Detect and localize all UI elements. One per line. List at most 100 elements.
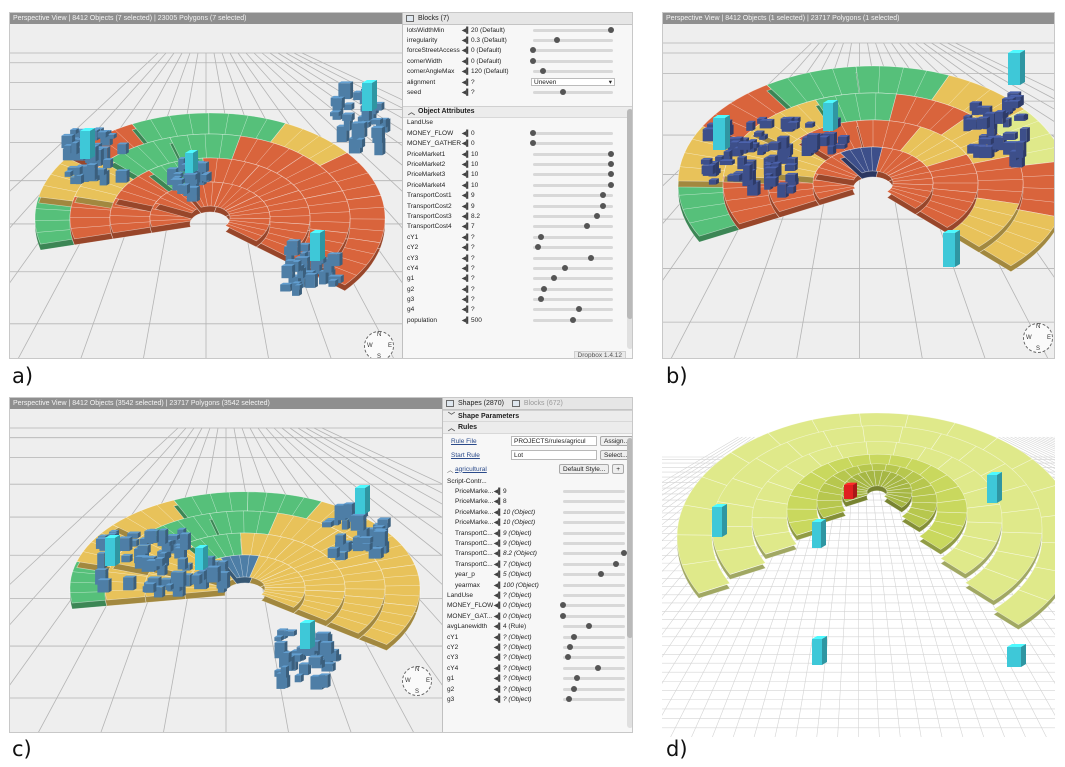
slider-handle[interactable] <box>550 275 557 282</box>
link-icon[interactable]: ◀▌ <box>461 130 471 137</box>
slider-handle[interactable] <box>598 571 605 578</box>
viewport-c[interactable]: Perspective View | 8412 Objects (3542 se… <box>10 398 442 732</box>
attribute-slider[interactable] <box>563 664 625 671</box>
link-icon[interactable]: ◀▌ <box>493 520 503 527</box>
attribute-slider[interactable] <box>563 583 625 587</box>
attribute-slider[interactable] <box>533 285 613 292</box>
slider-handle[interactable] <box>530 47 536 54</box>
rules-header[interactable]: ︿ Rules <box>443 422 632 434</box>
attribute-slider[interactable] <box>533 181 615 188</box>
slider-handle[interactable] <box>560 89 567 96</box>
slider-handle[interactable] <box>534 244 541 251</box>
attribute-slider[interactable] <box>533 171 615 178</box>
attribute-slider[interactable] <box>533 233 613 240</box>
scrollbar[interactable] <box>627 109 632 349</box>
slider-handle[interactable] <box>594 664 601 671</box>
seed-slider[interactable] <box>533 89 613 96</box>
link-icon[interactable]: ◀▌ <box>493 489 503 496</box>
attribute-value[interactable]: 9 <box>471 192 475 200</box>
alignment-row[interactable]: alignment ◀▌ ? Uneven ▾ <box>403 77 632 87</box>
slider-handle[interactable] <box>608 26 615 33</box>
slider-handle[interactable] <box>560 612 566 619</box>
link-icon[interactable]: ◀▌ <box>461 224 471 231</box>
link-icon[interactable]: ◀▌ <box>493 592 503 599</box>
attribute-slider[interactable] <box>533 223 613 230</box>
alignment-select[interactable]: Uneven ▾ <box>531 78 615 87</box>
attribute-value[interactable]: ? (Object) <box>503 654 532 662</box>
attribute-slider[interactable] <box>530 140 613 147</box>
slider-handle[interactable] <box>587 254 594 261</box>
attribute-value[interactable]: 0 (Object) <box>503 602 532 610</box>
attribute-value[interactable]: 10 <box>471 171 479 179</box>
link-icon[interactable]: ◀▌ <box>493 634 503 641</box>
attribute-slider[interactable] <box>533 275 613 282</box>
link-icon[interactable]: ◀▌ <box>461 307 471 314</box>
slider-handle[interactable] <box>573 675 580 682</box>
link-icon[interactable]: ◀▌ <box>461 245 471 252</box>
link-icon[interactable]: ◀▌ <box>461 234 471 241</box>
attribute-slider[interactable] <box>563 675 625 682</box>
slider-handle[interactable] <box>564 654 571 661</box>
attribute-slider[interactable] <box>560 612 625 619</box>
attribute-value[interactable]: 9 (Object) <box>503 540 532 548</box>
start-rule-link[interactable]: Start Rule <box>451 451 480 459</box>
attribute-slider[interactable] <box>563 685 625 692</box>
attribute-slider[interactable] <box>533 264 613 271</box>
link-icon[interactable]: ◀▌ <box>461 90 471 97</box>
slider-handle[interactable] <box>600 202 607 209</box>
add-button[interactable]: + <box>612 464 625 474</box>
attribute-value[interactable]: 120 (Default) <box>471 68 509 76</box>
attribute-value[interactable]: 8 <box>503 498 507 506</box>
attribute-value[interactable]: ? <box>471 233 475 241</box>
link-icon[interactable]: ◀▌ <box>493 551 503 558</box>
link-icon[interactable]: ◀▌ <box>461 255 471 262</box>
slider-handle[interactable] <box>613 560 620 567</box>
attribute-value[interactable]: 0 (Default) <box>471 57 502 65</box>
slider-handle[interactable] <box>584 223 591 230</box>
attribute-value[interactable]: ? <box>471 244 475 252</box>
scrollbar-thumb[interactable] <box>627 109 632 319</box>
attribute-value[interactable]: 500 <box>471 316 482 324</box>
attribute-value[interactable]: 8.2 <box>471 212 481 220</box>
attribute-slider[interactable] <box>563 695 625 702</box>
attribute-value[interactable]: 5 (Object) <box>503 571 532 579</box>
link-icon[interactable]: ◀▌ <box>493 541 503 548</box>
attribute-slider[interactable] <box>563 550 627 557</box>
link-icon[interactable]: ◀▌ <box>461 161 471 168</box>
slider-handle[interactable] <box>586 623 593 630</box>
attribute-value[interactable]: 10 (Object) <box>503 508 536 516</box>
tab-shapes[interactable]: Shapes (2870) <box>458 400 504 407</box>
link-icon[interactable]: ◀▌ <box>461 193 471 200</box>
viewport-a[interactable]: Perspective View | 8412 Objects (7 selec… <box>10 13 402 358</box>
slider-handle[interactable] <box>600 192 607 199</box>
attribute-slider[interactable] <box>563 654 625 661</box>
attribute-value[interactable]: ? <box>471 254 475 262</box>
link-icon[interactable]: ◀▌ <box>461 276 471 283</box>
attribute-slider[interactable] <box>533 202 613 209</box>
slider-handle[interactable] <box>530 57 536 64</box>
link-icon[interactable]: ◀▌ <box>461 203 471 210</box>
link-icon[interactable]: ◀▌ <box>461 79 471 86</box>
attribute-value[interactable]: ? (Object) <box>503 591 532 599</box>
attribute-value[interactable]: 9 <box>503 488 507 496</box>
attribute-value[interactable]: 0 <box>471 140 475 148</box>
attribute-value[interactable]: 4 (Rule) <box>503 623 527 631</box>
attribute-value[interactable]: 8.2 (Object) <box>503 550 537 558</box>
attribute-value[interactable]: ? (Object) <box>503 664 532 672</box>
attribute-slider[interactable] <box>533 150 615 157</box>
scrollbar[interactable] <box>627 438 632 728</box>
attribute-slider[interactable] <box>563 643 625 650</box>
slider-handle[interactable] <box>608 171 615 178</box>
slider-handle[interactable] <box>538 296 544 303</box>
attribute-value[interactable]: ? <box>471 275 475 283</box>
slider-handle[interactable] <box>608 150 615 157</box>
attribute-value[interactable]: ? (Object) <box>503 675 532 683</box>
attribute-slider[interactable] <box>563 542 625 546</box>
link-icon[interactable]: ◀▌ <box>461 172 471 179</box>
link-icon[interactable]: ◀▌ <box>493 696 503 703</box>
link-icon[interactable]: ◀▌ <box>493 613 503 620</box>
link-icon[interactable]: ◀▌ <box>493 572 503 579</box>
start-rule-field[interactable]: Lot <box>511 450 597 460</box>
attribute-value[interactable]: 7 <box>471 223 475 231</box>
attribute-value[interactable]: ? <box>471 264 475 272</box>
